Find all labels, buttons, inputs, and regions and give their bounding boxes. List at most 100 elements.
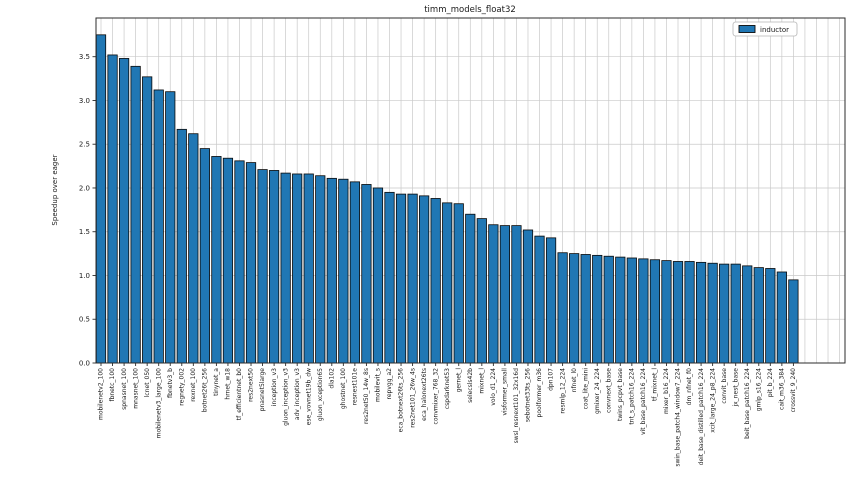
x-tick-label: pnasnet5large	[259, 368, 266, 412]
bar	[534, 235, 545, 364]
bar	[395, 193, 407, 364]
bar	[234, 160, 245, 364]
x-tick-label: mixnet_l	[479, 368, 486, 394]
x-tick-label: mobilenetv3_large_100	[155, 368, 162, 438]
x-tick-label: mixer_b16_224	[663, 368, 670, 414]
x-tick-label: jx_nest_base	[732, 368, 739, 408]
x-tick-label: beit_base_patch16_224	[744, 368, 751, 439]
bar	[338, 178, 349, 364]
bar	[315, 175, 326, 364]
x-tick-label: rexnet_100	[190, 368, 197, 402]
x-tick-label: ese_vovnet19b_dw	[305, 368, 312, 425]
bar	[107, 54, 118, 364]
x-tick-label: crossvit_9_240	[790, 368, 797, 413]
bar	[257, 169, 268, 364]
bar	[695, 261, 707, 364]
y-tick-label: 0.5	[79, 316, 90, 324]
x-tick-label: visformer_small	[502, 368, 509, 416]
x-tick-label: dpn107	[548, 368, 555, 391]
y-tick-label: 2.0	[79, 184, 90, 192]
x-tick-label: deit_base_distilled_patch16_224	[698, 368, 705, 465]
x-tick-label: hrnet_w18	[225, 368, 232, 400]
x-tick-label: selecsls42b	[467, 368, 474, 403]
plot-area-border	[95, 17, 846, 364]
bar	[522, 229, 534, 364]
bar	[384, 191, 395, 364]
bar	[626, 257, 637, 364]
x-tick-label: dla102	[328, 368, 335, 389]
x-tick-label: volo_d1_224	[490, 368, 497, 406]
bar	[222, 157, 234, 364]
x-tick-label: adv_inception_v3	[294, 368, 301, 420]
x-tick-label: mnasnet_100	[132, 368, 139, 409]
x-tick-label: nfnet_l0	[571, 368, 578, 392]
bar	[280, 172, 291, 364]
bar	[476, 218, 487, 364]
bar	[672, 261, 684, 364]
x-tick-label: poolformer_m36	[536, 368, 543, 418]
y-tick-label: 3.0	[79, 97, 90, 105]
y-tick-label: 2.5	[79, 141, 90, 149]
legend: inductor	[732, 21, 798, 37]
bar	[188, 133, 199, 364]
bar	[245, 162, 257, 364]
bar	[557, 252, 568, 364]
chart-title: timm_models_float32	[424, 5, 516, 15]
x-tick-label: convmixer_768_32	[432, 368, 439, 425]
x-tick-label: xcit_large_24_p8_224	[709, 368, 716, 433]
bar	[776, 271, 787, 364]
y-tick-labels: 0.0 0.5 1.0 1.5 2.0 2.5 3.0 3.5	[79, 53, 90, 367]
bar	[730, 263, 741, 364]
x-tick-label: gluon_inception_v3	[282, 368, 289, 426]
x-tick-label: vit_base_patch16_224	[640, 368, 647, 435]
x-tick-label: resmlp_12_224	[559, 368, 566, 414]
x-tick-label: coat_lite_mini	[582, 368, 589, 410]
x-tick-label: convnext_base	[605, 368, 612, 413]
bar	[303, 173, 314, 364]
bar	[153, 89, 164, 364]
bar	[569, 253, 580, 364]
x-tick-label: mobilenetv2_100	[98, 368, 105, 420]
bar	[130, 65, 141, 364]
bar	[465, 213, 476, 364]
y-tick-label: 0.0	[79, 359, 90, 367]
bar	[211, 156, 222, 364]
x-tick-label: regnety_002	[178, 368, 185, 406]
x-tick-label: fbnetv3_b	[167, 368, 174, 398]
y-tick-label: 1.5	[79, 228, 90, 236]
x-tick-label: gmixer_24_224	[594, 368, 601, 414]
bar	[372, 187, 384, 364]
x-tick-label: sebotnet33ts_256	[525, 368, 532, 422]
bar	[603, 255, 614, 364]
x-tick-label: twins_pcpvt_base	[617, 368, 624, 421]
y-axis-label: Speedup over eager	[51, 154, 59, 225]
bar	[176, 128, 187, 364]
legend-swatch-inductor	[738, 25, 756, 33]
bar	[165, 91, 176, 364]
x-tick-label: inception_v3	[271, 368, 278, 406]
bar	[199, 148, 210, 364]
bar	[765, 268, 776, 364]
bar	[788, 279, 799, 364]
x-tick-label: swin_base_patch4_window7_224	[675, 368, 682, 467]
bar	[442, 202, 453, 364]
x-tick-label: tf_mixnet_l	[652, 368, 659, 401]
x-tick-label: repvgg_a2	[386, 368, 393, 400]
x-tick-label: dm_nfnet_f0	[686, 368, 693, 406]
bar	[95, 34, 107, 364]
x-tick-label: pit_b_224	[767, 368, 774, 397]
bar	[453, 203, 464, 364]
x-tick-label: convit_base	[721, 368, 728, 404]
bar	[719, 263, 730, 364]
x-tick-label: resnest101e	[352, 368, 359, 406]
x-tick-label: ghostnet_100	[340, 368, 347, 409]
x-tick-label: tnt_s_patch16_224	[629, 368, 636, 425]
x-tick-label: tinynet_a	[213, 368, 220, 396]
bar	[326, 177, 337, 364]
x-tick-label: cspdarknet53	[444, 368, 451, 409]
bar	[361, 184, 372, 364]
bar	[292, 173, 303, 364]
bar	[488, 224, 499, 364]
